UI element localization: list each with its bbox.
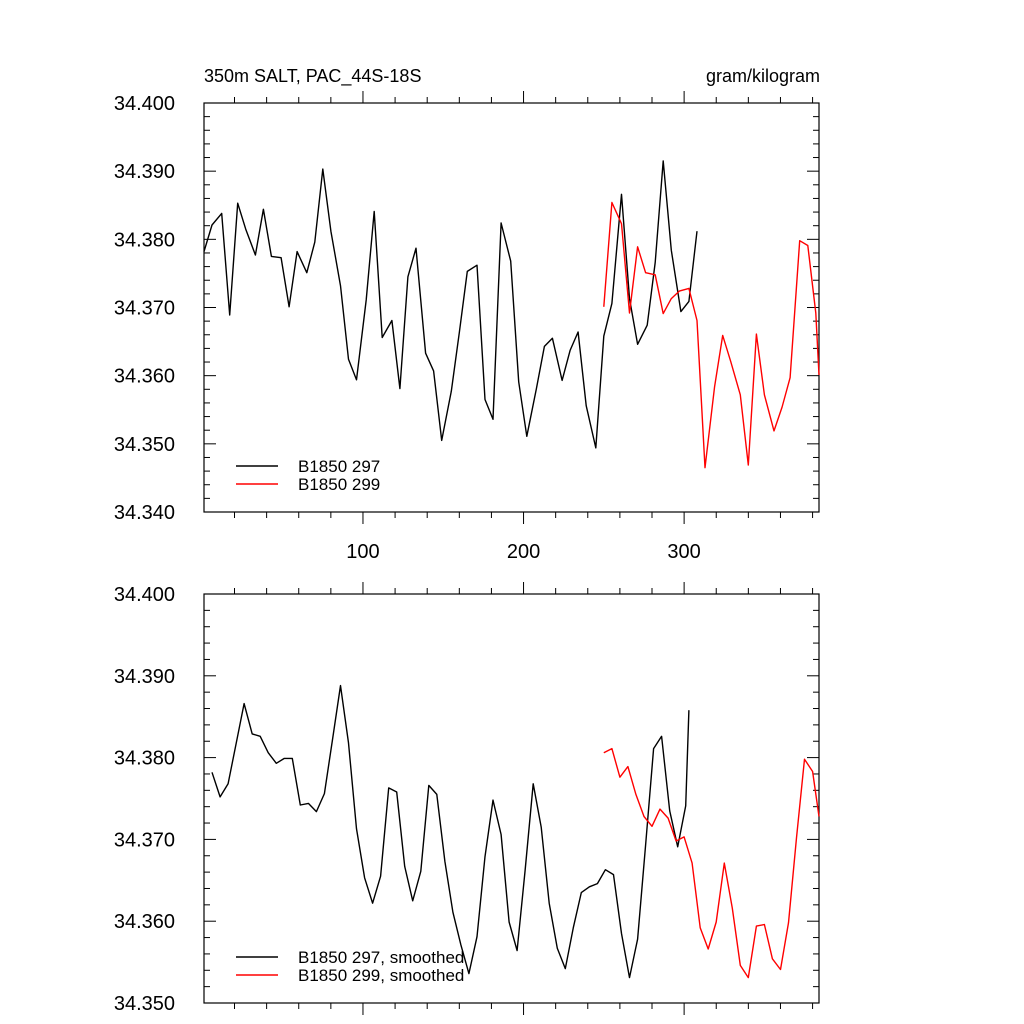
top-panel: 34.340 34.350 34.360 34.370 34.380 34.390 34.4… (114, 66, 820, 563)
x-tick-label: 100 (346, 541, 379, 563)
x-tick-label: 300 (667, 541, 700, 563)
y-tick-label: 34.370 (114, 298, 175, 320)
y-tick-label: 34.400 (114, 93, 175, 115)
y-tick-label: 34.370 (114, 829, 175, 851)
series-line-1 (603, 747, 820, 979)
legend-label: B1850 299, smoothed (298, 966, 464, 985)
y-tick-label: 34.390 (114, 161, 175, 183)
series-line-0 (211, 684, 690, 979)
y-tick-label: 34.340 (114, 502, 175, 524)
legend-label: B1850 297 (298, 457, 380, 476)
plot-frame (203, 593, 820, 1004)
y-tick-label: 34.350 (114, 993, 175, 1015)
y-tick-label: 34.380 (114, 748, 175, 770)
series-line-1 (603, 201, 820, 469)
y-tick-label: 34.360 (114, 911, 175, 933)
y-tick-label: 34.350 (114, 434, 175, 456)
units-label: gram/kilogram (706, 66, 820, 86)
chart-title: 350m SALT, PAC_44S-18S (204, 66, 421, 87)
x-tick-label: 200 (507, 541, 540, 563)
plot-frame (203, 102, 820, 513)
bottom-panel: 34.350 34.360 34.370 34.380 34.390 34.400 B185… (114, 582, 820, 1015)
y-tick-label: 34.380 (114, 229, 175, 251)
legend-label: B1850 299 (298, 475, 380, 494)
series-line-0 (203, 160, 698, 449)
y-tick-label: 34.390 (114, 666, 175, 688)
legend-label: B1850 297, smoothed (298, 948, 464, 967)
y-tick-label: 34.400 (114, 584, 175, 606)
y-tick-label: 34.360 (114, 366, 175, 388)
